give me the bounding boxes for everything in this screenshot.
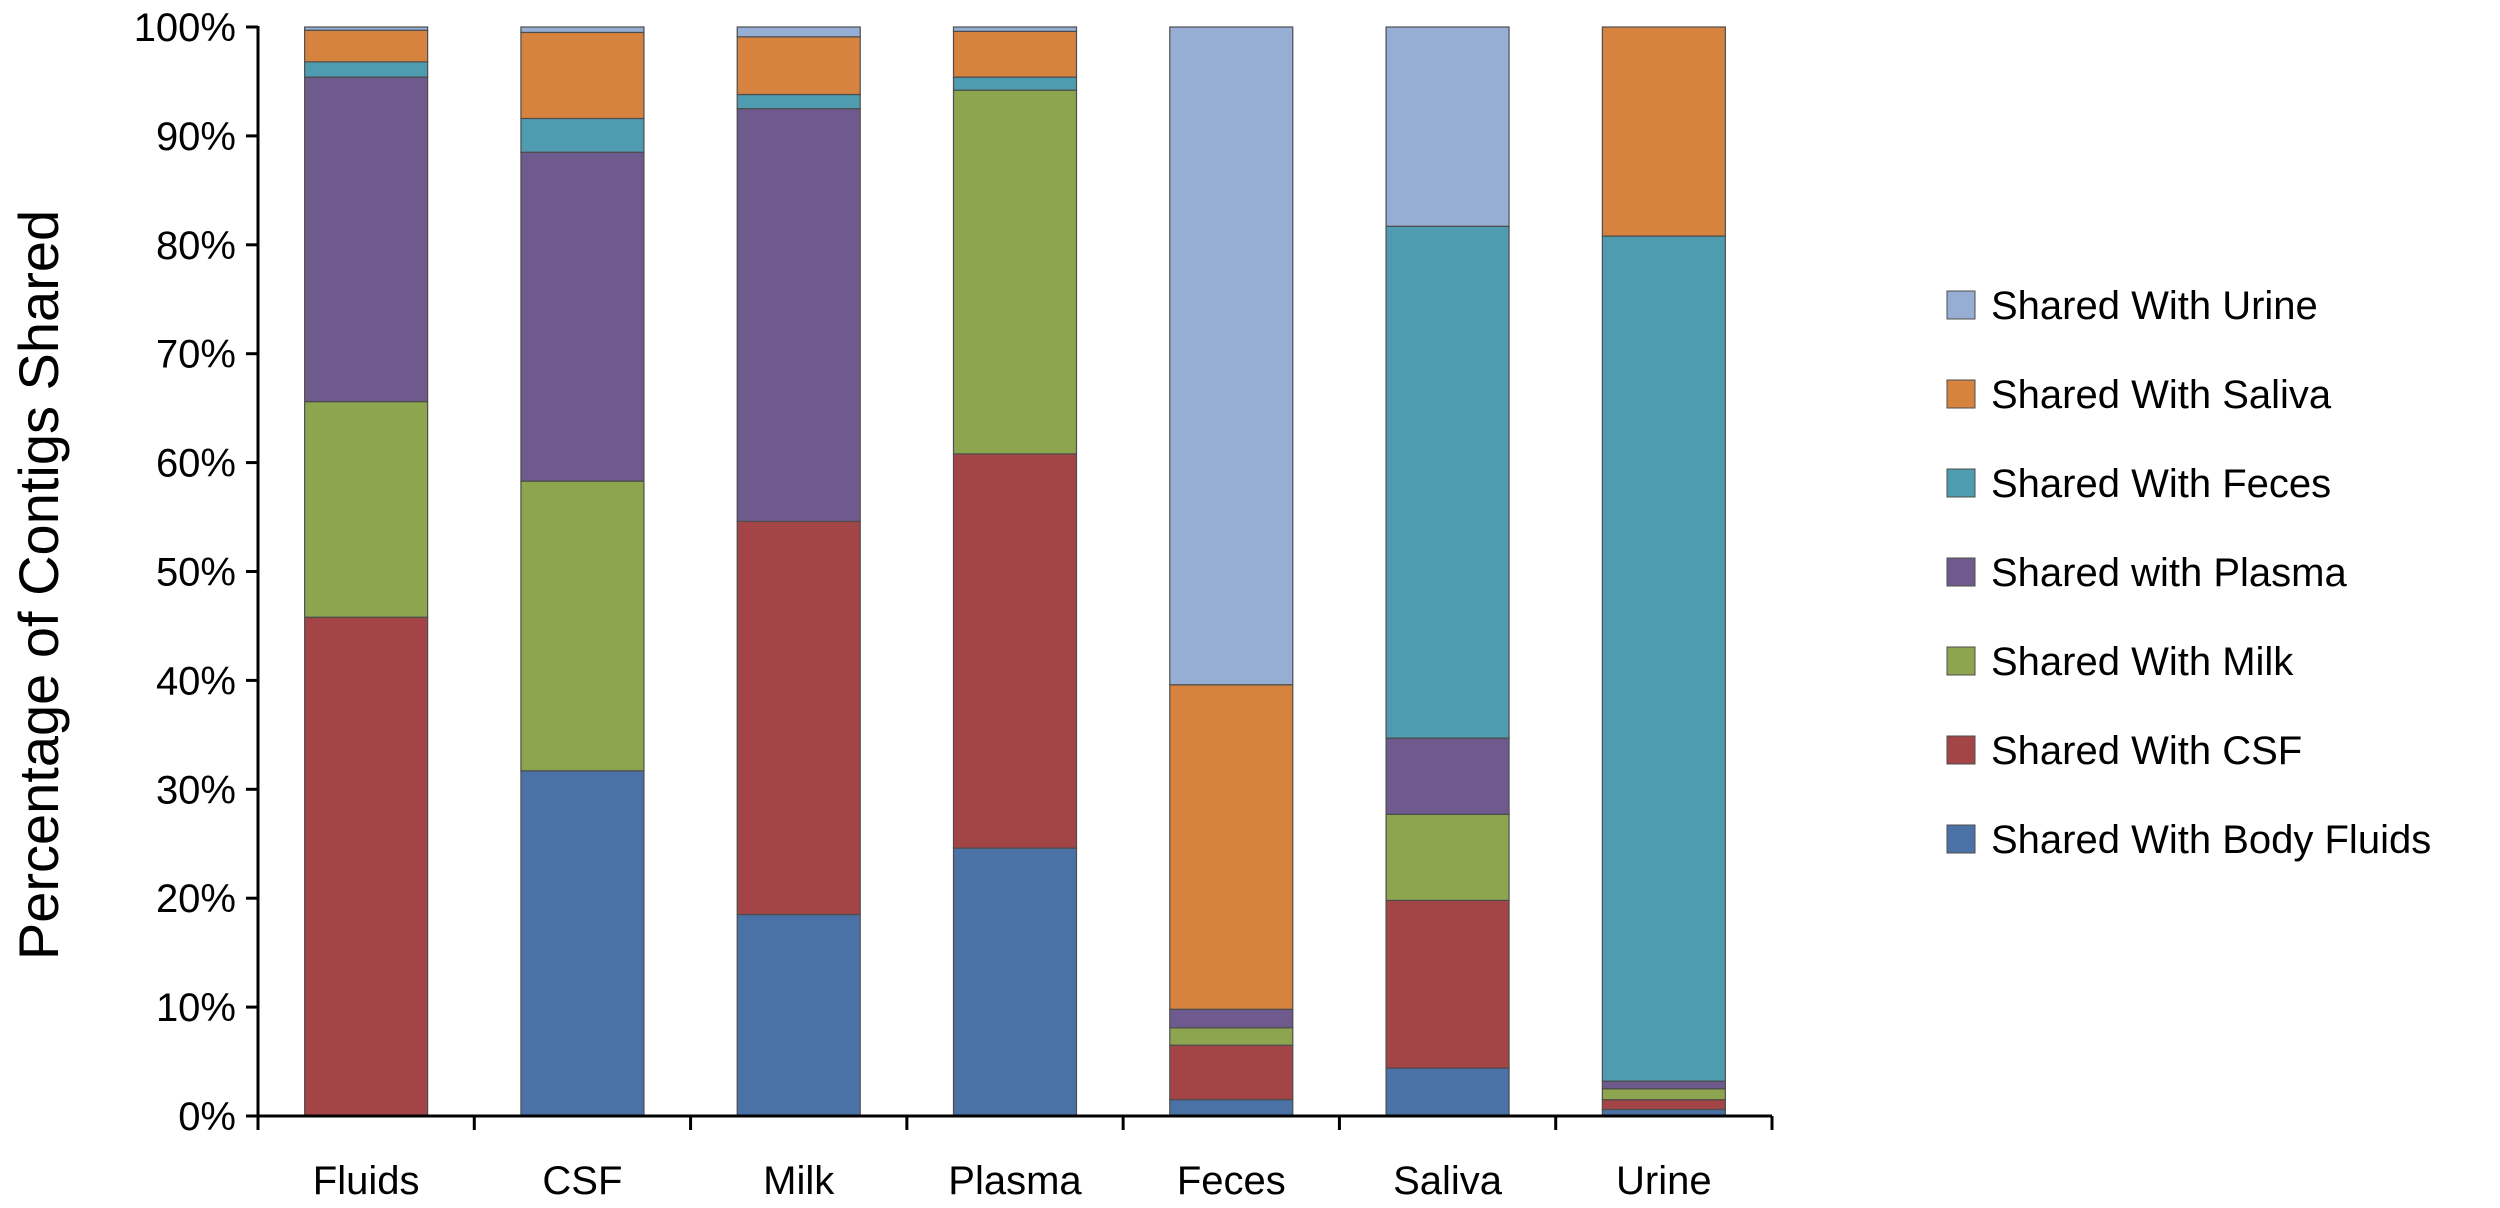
- bar-segment-urine-shared-with-milk: [1601, 1088, 1726, 1101]
- legend-item-shared-with-saliva: Shared With Saliva: [1946, 373, 2332, 417]
- legend-swatch: [1946, 824, 1976, 854]
- bar-segment-saliva-shared-with-csf: [1385, 899, 1510, 1069]
- bar-segment-saliva-shared-with-feces: [1385, 225, 1510, 739]
- y-tick-label: 30%: [156, 768, 236, 812]
- x-tick-label-fluids: Fluids: [313, 1159, 420, 1203]
- bar-segment-csf-shared-with-body-fluids: [520, 770, 645, 1117]
- bar-segment-plasma-shared-with-urine: [952, 26, 1078, 32]
- y-tick-label: 80%: [156, 224, 236, 268]
- bar-segment-fluids-shared-with-plasma: [304, 76, 429, 403]
- bar-stack-urine: [1601, 26, 1726, 1117]
- legend-item-shared-with-milk: Shared With Milk: [1946, 640, 2294, 684]
- bar-segment-feces-shared-with-urine: [1169, 26, 1294, 686]
- bar-segment-urine-shared-with-csf: [1601, 1099, 1726, 1111]
- y-tick-label: 0%: [178, 1095, 236, 1139]
- legend-label: Shared With Body Fluids: [1991, 818, 2431, 862]
- bar-segment-feces-shared-with-milk: [1169, 1027, 1294, 1046]
- legend-item-shared-with-body-fluids: Shared With Body Fluids: [1946, 818, 2431, 862]
- axes-layer: 0% 10% 20% 30% 40% 50% 60% 70% 80% 90% 100% Fluids C…: [134, 6, 1774, 1203]
- bars-layer: [304, 26, 1726, 1117]
- bar-stack-saliva: [1385, 26, 1510, 1117]
- bar-segment-plasma-shared-with-saliva: [952, 30, 1078, 78]
- bar-segment-csf-shared-with-milk: [520, 480, 645, 772]
- y-tick-label: 20%: [156, 877, 236, 921]
- bar-segment-milk-shared-with-csf: [736, 520, 861, 916]
- bar-segment-plasma-shared-with-milk: [952, 89, 1078, 455]
- legend-swatch: [1946, 646, 1976, 676]
- bar-segment-fluids-shared-with-csf: [304, 616, 429, 1117]
- bar-segment-feces-shared-with-plasma: [1169, 1008, 1294, 1029]
- legend-label: Shared With CSF: [1991, 729, 2302, 773]
- bar-segment-csf-shared-with-feces: [520, 117, 645, 153]
- bar-segment-saliva-shared-with-plasma: [1385, 737, 1510, 815]
- bar-segment-feces-shared-with-csf: [1169, 1044, 1294, 1101]
- x-tick-label-milk: Milk: [763, 1159, 835, 1203]
- bar-stack-csf: [520, 26, 645, 1117]
- bar-segment-milk-shared-with-plasma: [736, 108, 861, 523]
- bar-segment-milk-shared-with-feces: [736, 93, 861, 110]
- x-tick-label-feces: Feces: [1177, 1159, 1286, 1203]
- y-tick-label: 70%: [156, 333, 236, 377]
- y-tick-label: 40%: [156, 659, 236, 703]
- bar-segment-saliva-shared-with-milk: [1385, 813, 1510, 901]
- legend-swatch: [1946, 557, 1976, 587]
- bar-segment-urine-shared-with-feces: [1601, 235, 1726, 1082]
- y-tick-label: 60%: [156, 442, 236, 486]
- bar-stack-feces: [1169, 26, 1294, 1117]
- bar-segment-urine-shared-with-plasma: [1601, 1080, 1726, 1090]
- legend-swatch: [1946, 379, 1976, 409]
- legend-label: Shared With Milk: [1991, 640, 2294, 684]
- bar-segment-plasma-shared-with-body-fluids: [952, 847, 1078, 1117]
- legend: Shared With Urine Shared With Saliva Share…: [1946, 284, 2431, 862]
- y-tick-label: 90%: [156, 115, 236, 159]
- bar-segment-saliva-shared-with-urine: [1385, 26, 1510, 227]
- bar-segment-plasma-shared-with-csf: [952, 453, 1078, 849]
- bar-stack-fluids: [304, 26, 429, 1117]
- legend-swatch: [1946, 735, 1976, 765]
- legend-item-shared-with-csf: Shared With CSF: [1946, 729, 2302, 773]
- bar-segment-milk-shared-with-saliva: [736, 36, 861, 96]
- bar-segment-csf-shared-with-saliva: [520, 31, 645, 120]
- legend-label: Shared with Plasma: [1991, 551, 2347, 595]
- bar-stack-plasma: [952, 26, 1078, 1117]
- legend-swatch: [1946, 468, 1976, 498]
- x-tick-label-csf: CSF: [542, 1159, 622, 1203]
- y-tick-label: 50%: [156, 551, 236, 595]
- bar-segment-fluids-shared-with-feces: [304, 61, 429, 78]
- bar-segment-fluids-shared-with-milk: [304, 401, 429, 618]
- bar-segment-csf-shared-with-urine: [520, 26, 645, 34]
- x-tick-label-urine: Urine: [1616, 1159, 1712, 1203]
- legend-label: Shared With Saliva: [1991, 373, 2332, 417]
- legend-label: Shared With Urine: [1991, 284, 2318, 328]
- bar-segment-plasma-shared-with-feces: [952, 76, 1078, 91]
- legend-swatch: [1946, 290, 1976, 320]
- y-tick-label: 100%: [134, 6, 236, 50]
- bar-segment-urine-shared-with-saliva: [1601, 26, 1726, 237]
- bar-segment-saliva-shared-with-body-fluids: [1385, 1067, 1510, 1117]
- bar-segment-milk-shared-with-urine: [736, 26, 861, 38]
- bar-segment-csf-shared-with-plasma: [520, 151, 645, 482]
- legend-item-shared-with-feces: Shared With Feces: [1946, 462, 2331, 506]
- bar-segment-milk-shared-with-body-fluids: [736, 913, 861, 1117]
- bar-segment-fluids-shared-with-urine: [304, 26, 429, 31]
- x-tick-label-saliva: Saliva: [1393, 1159, 1503, 1203]
- bar-segment-fluids-shared-with-saliva: [304, 29, 429, 63]
- bar-segment-feces-shared-with-body-fluids: [1169, 1099, 1294, 1117]
- x-tick-label-plasma: Plasma: [948, 1159, 1082, 1203]
- bar-segment-feces-shared-with-saliva: [1169, 684, 1294, 1010]
- y-tick-label: 10%: [156, 986, 236, 1030]
- legend-item-shared-with-plasma: Shared with Plasma: [1946, 551, 2347, 595]
- bar-stack-milk: [736, 26, 861, 1117]
- y-axis-title: Percentage of Contigs Shared: [7, 210, 70, 960]
- legend-label: Shared With Feces: [1991, 462, 2331, 506]
- legend-item-shared-with-urine: Shared With Urine: [1946, 284, 2318, 328]
